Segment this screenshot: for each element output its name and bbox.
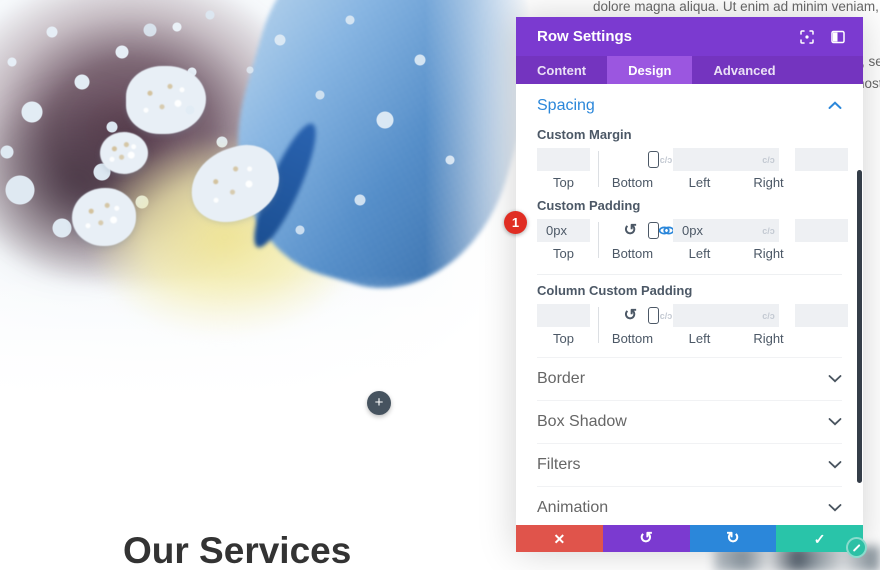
section-filters-toggle[interactable]: Filters bbox=[537, 443, 842, 486]
section-border-title: Border bbox=[537, 370, 586, 387]
chevron-down-icon bbox=[828, 456, 842, 474]
group-divider bbox=[537, 274, 842, 275]
column-padding-right-input[interactable] bbox=[795, 304, 848, 327]
plus-icon: + bbox=[374, 394, 384, 411]
modal-scrollbar[interactable] bbox=[857, 170, 862, 483]
chevron-down-icon bbox=[828, 499, 842, 517]
tab-content[interactable]: Content bbox=[516, 56, 607, 84]
unlink-icon[interactable]: c/ɔ bbox=[762, 154, 775, 165]
column-custom-padding-group: Column Custom Padding c/ɔ c/ɔ ↺ Top Bott… bbox=[537, 283, 848, 346]
modal-tabs: Content Design Advanced bbox=[516, 56, 863, 84]
unlink-icon[interactable]: c/ɔ bbox=[659, 154, 673, 165]
margin-top-input[interactable] bbox=[537, 148, 590, 171]
undo-icon: ↺ bbox=[639, 529, 653, 547]
paragraph-fragment-right-1: , se bbox=[861, 54, 880, 69]
unlink-icon[interactable]: c/ɔ bbox=[659, 310, 673, 321]
tab-design[interactable]: Design bbox=[607, 56, 693, 84]
paragraph-fragment-top: dolore magna aliqua. Ut enim ad minim ve… bbox=[593, 0, 880, 14]
section-box-shadow-title: Box Shadow bbox=[537, 413, 627, 430]
hero-photo bbox=[0, 0, 560, 440]
link-icon[interactable] bbox=[658, 225, 675, 236]
section-spacing-title: Spacing bbox=[537, 97, 595, 114]
discard-button[interactable]: ✕ bbox=[516, 525, 603, 552]
field-divider bbox=[597, 151, 599, 187]
field-divider bbox=[597, 222, 599, 258]
custom-margin-label: Custom Margin bbox=[537, 127, 632, 142]
field-label-left: Left bbox=[688, 246, 711, 261]
unlink-icon[interactable]: c/ɔ bbox=[762, 225, 775, 236]
padding-right-input[interactable] bbox=[795, 219, 848, 242]
field-label-top: Top bbox=[553, 246, 574, 261]
resize-icon bbox=[852, 543, 861, 552]
column-padding-left-input[interactable] bbox=[726, 304, 779, 327]
field-label-top: Top bbox=[553, 331, 574, 346]
field-label-left: Left bbox=[688, 331, 711, 346]
margin-right-input[interactable] bbox=[795, 148, 848, 171]
field-label-left: Left bbox=[688, 175, 711, 190]
custom-padding-label: Custom Padding bbox=[537, 198, 641, 213]
margin-bottom-input[interactable] bbox=[673, 148, 726, 171]
resize-handle[interactable] bbox=[846, 537, 867, 558]
unlink-icon[interactable]: c/ɔ bbox=[762, 310, 775, 321]
field-label-bottom: Bottom bbox=[611, 331, 654, 346]
custom-padding-group: Custom Padding c/ɔ ↺ bbox=[537, 198, 848, 261]
chevron-down-icon bbox=[828, 370, 842, 388]
chevron-up-icon bbox=[828, 97, 842, 115]
page-title: Our Services bbox=[123, 530, 352, 570]
annotation-badge: 1 bbox=[504, 211, 527, 234]
chevron-down-icon bbox=[828, 413, 842, 431]
redo-icon: ↻ bbox=[726, 529, 740, 547]
margin-left-input[interactable] bbox=[726, 148, 779, 171]
section-border-toggle[interactable]: Border bbox=[537, 357, 842, 400]
reset-icon[interactable]: ↺ bbox=[623, 221, 637, 239]
field-label-bottom: Bottom bbox=[611, 246, 654, 261]
padding-bottom-input[interactable] bbox=[673, 219, 726, 242]
modal-footer: ✕ ↺ ↻ ✓ bbox=[516, 525, 863, 552]
modal-title: Row Settings bbox=[537, 28, 633, 45]
column-custom-padding-label: Column Custom Padding bbox=[537, 283, 693, 298]
responsive-phone-icon[interactable] bbox=[648, 151, 659, 168]
reset-icon[interactable]: ↺ bbox=[623, 306, 637, 324]
section-animation-title: Animation bbox=[537, 499, 609, 516]
section-animation-toggle[interactable]: Animation bbox=[537, 486, 842, 525]
section-box-shadow-toggle[interactable]: Box Shadow bbox=[537, 400, 842, 443]
modal-body: Spacing Custom Margin c/ɔ c/ɔ Top bbox=[516, 84, 863, 525]
field-label-right: Right bbox=[753, 246, 784, 261]
panel-layout-icon[interactable] bbox=[831, 30, 845, 44]
close-icon: ✕ bbox=[553, 530, 566, 547]
foam-blob bbox=[72, 188, 136, 246]
column-padding-top-input[interactable] bbox=[537, 304, 590, 327]
modal-header: Row Settings bbox=[516, 17, 863, 56]
responsive-phone-icon[interactable] bbox=[648, 307, 659, 324]
padding-left-input[interactable] bbox=[726, 219, 779, 242]
field-label-right: Right bbox=[753, 175, 784, 190]
row-settings-modal: Row Settings Content bbox=[504, 17, 867, 558]
check-icon: ✓ bbox=[813, 530, 826, 547]
field-divider bbox=[597, 307, 599, 343]
custom-margin-group: Custom Margin c/ɔ c/ɔ Top Bottom Left Ri… bbox=[537, 127, 848, 190]
undo-button[interactable]: ↺ bbox=[602, 525, 690, 552]
add-button[interactable]: + bbox=[367, 391, 391, 415]
redo-button[interactable]: ↻ bbox=[689, 525, 777, 552]
responsive-phone-icon[interactable] bbox=[648, 222, 659, 239]
column-padding-bottom-input[interactable] bbox=[673, 304, 726, 327]
fade-bottom bbox=[0, 275, 560, 440]
field-label-right: Right bbox=[753, 331, 784, 346]
tab-advanced[interactable]: Advanced bbox=[692, 56, 796, 84]
section-filters-title: Filters bbox=[537, 456, 581, 473]
preview-focus-icon[interactable] bbox=[800, 29, 814, 44]
section-spacing-toggle[interactable]: Spacing bbox=[537, 84, 842, 119]
padding-top-input[interactable] bbox=[537, 219, 590, 242]
field-label-bottom: Bottom bbox=[611, 175, 654, 190]
field-label-top: Top bbox=[553, 175, 574, 190]
